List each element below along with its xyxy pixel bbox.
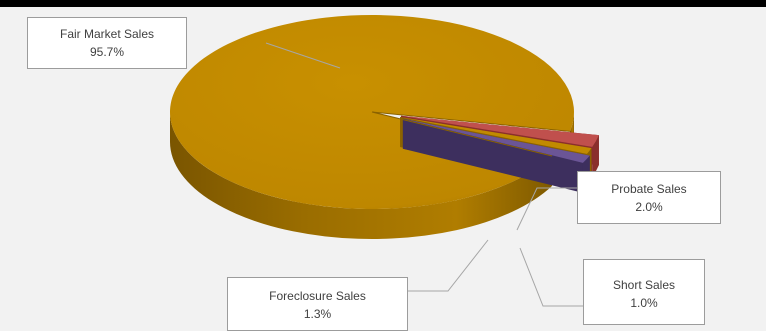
callout-fair-market-label: Fair Market Sales	[59, 27, 155, 41]
callout-short: Short Sales 1.0%	[583, 259, 705, 325]
callout-probate: Probate Sales 2.0%	[577, 171, 721, 224]
leader-lines	[265, 42, 583, 307]
callout-foreclosure-value: 1.3%	[303, 307, 332, 321]
slice-foreclosure	[402, 118, 590, 163]
callout-short-label: Short Sales	[612, 278, 676, 292]
callout-foreclosure: Foreclosure Sales 1.3%	[227, 277, 408, 331]
callout-probate-value: 2.0%	[635, 200, 663, 214]
callout-short-value: 1.0%	[630, 296, 658, 310]
callout-foreclosure-label: Foreclosure Sales	[269, 289, 366, 303]
slice-short	[400, 117, 592, 154]
callout-fair-market-value: 95.7%	[89, 45, 125, 59]
callout-fair-market: Fair Market Sales 95.7%	[27, 17, 187, 69]
callout-probate-label: Probate Sales	[611, 182, 687, 196]
slice-side-fair-market	[170, 112, 552, 239]
top-border	[0, 0, 766, 7]
leader-line-probate	[516, 187, 577, 231]
leader-line-foreclosure	[408, 239, 489, 292]
slice-probate	[400, 115, 599, 147]
leader-line-short	[519, 247, 583, 307]
slice-face-foreclosure-1	[402, 118, 583, 193]
leader-line-fair-market	[265, 42, 341, 69]
slice-fair-market-cut-edge	[371, 111, 570, 157]
